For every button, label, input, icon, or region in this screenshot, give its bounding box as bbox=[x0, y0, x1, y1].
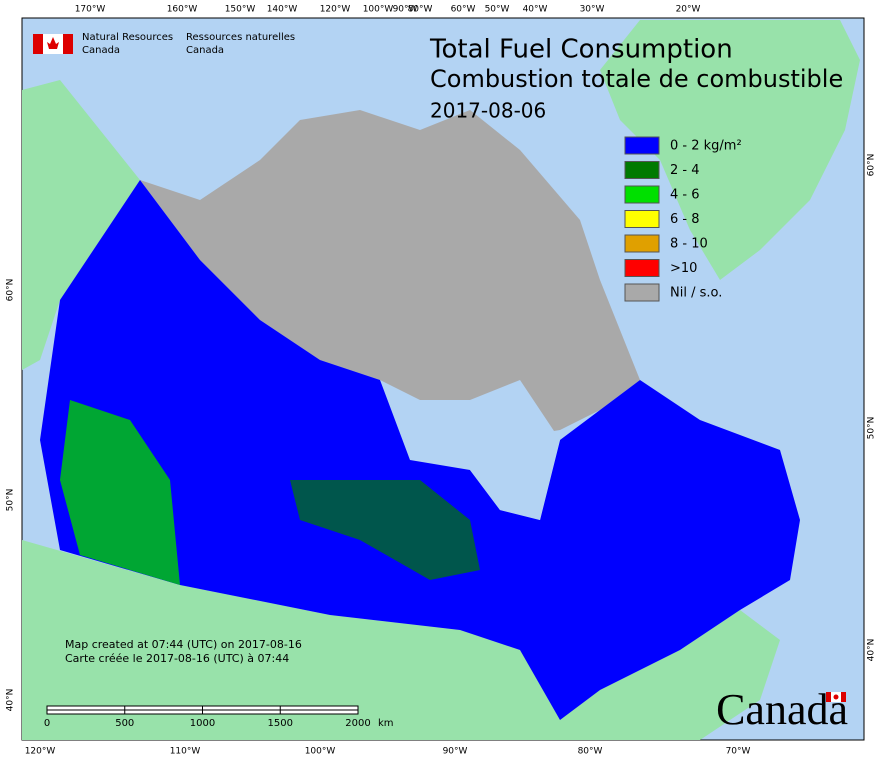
wordmark-flag bbox=[826, 692, 846, 702]
alaska bbox=[22, 80, 140, 370]
graticule-label: 120°W bbox=[320, 5, 351, 15]
legend-swatch bbox=[624, 161, 660, 179]
graticule-label: 60°W bbox=[451, 5, 476, 15]
graticule-label: 90°W bbox=[443, 747, 468, 757]
legend-swatch bbox=[624, 185, 660, 204]
hudson-bay bbox=[470, 380, 560, 520]
legend-label: 4 - 6 bbox=[670, 188, 700, 203]
title: 2017-08-06 bbox=[430, 99, 546, 123]
legend-swatch bbox=[624, 136, 660, 155]
legend-swatch bbox=[624, 234, 660, 253]
graticule-label: 120°W bbox=[25, 747, 56, 757]
graticule-label: 100°W bbox=[305, 747, 336, 757]
graticule-label: 20°W bbox=[676, 5, 701, 15]
greenland bbox=[600, 20, 860, 280]
agency-fr: Ressources naturelles bbox=[186, 32, 295, 43]
graticule-label: 70°W bbox=[726, 747, 751, 757]
graticule-label: 80°W bbox=[578, 747, 603, 757]
fuel-4-6-area bbox=[60, 400, 180, 585]
graticule-label: 170°W bbox=[75, 5, 106, 15]
title: Combustion totale de combustible bbox=[430, 65, 843, 93]
scale-unit: km bbox=[378, 718, 394, 729]
agency-en: Natural Resources bbox=[82, 32, 173, 43]
graticule-label: 60°N bbox=[867, 154, 877, 177]
scale-segment bbox=[279, 709, 359, 715]
legend-label: Nil / s.o. bbox=[670, 286, 722, 301]
scale-label: 0 bbox=[44, 718, 50, 729]
graticule-label: 50°N bbox=[6, 489, 16, 512]
legend-label: 8 - 10 bbox=[670, 237, 708, 252]
graticule-label: 140°W bbox=[267, 5, 298, 15]
graticule-label: 150°W bbox=[225, 5, 256, 15]
scale-label: 1500 bbox=[268, 718, 293, 729]
graticule-label: 100°W bbox=[363, 5, 394, 15]
arctic-nil bbox=[140, 110, 640, 440]
graticule-label: 40°N bbox=[6, 689, 16, 712]
graticule-label: 80°W bbox=[408, 5, 433, 15]
graticule-label: 160°W bbox=[167, 5, 198, 15]
scale-label: 500 bbox=[115, 718, 134, 729]
legend-swatch bbox=[624, 283, 660, 302]
legend-label: 2 - 4 bbox=[670, 163, 700, 178]
graticule-label: 50°N bbox=[867, 417, 877, 440]
graticule-label: 40°W bbox=[523, 5, 548, 15]
legend-label: 6 - 8 bbox=[670, 212, 700, 227]
legend-swatch bbox=[624, 259, 660, 277]
graticule-label: 110°W bbox=[170, 747, 201, 757]
canada-fuel bbox=[40, 180, 800, 720]
scale-label: 1000 bbox=[190, 718, 215, 729]
credit: Map created at 07:44 (UTC) on 2017-08-16 bbox=[65, 638, 302, 651]
fuel-2-4-area bbox=[290, 480, 480, 580]
scale-segment bbox=[46, 705, 126, 711]
scale-label: 2000 bbox=[345, 718, 370, 729]
title: Total Fuel Consumption bbox=[429, 35, 733, 65]
flag bbox=[33, 34, 73, 54]
graticule-label: 40°N bbox=[867, 639, 877, 662]
legend-label: >10 bbox=[670, 261, 697, 276]
scale-segment bbox=[202, 705, 281, 711]
scale-segment bbox=[124, 709, 203, 715]
graticule-label: 90°W bbox=[393, 5, 418, 15]
graticule-label: 30°W bbox=[580, 5, 605, 15]
agency-en: Canada bbox=[82, 45, 120, 56]
graticule-label: 60°N bbox=[6, 279, 16, 302]
credit: Carte créée le 2017-08-16 (UTC) à 07:44 bbox=[65, 652, 289, 665]
agency-fr: Canada bbox=[186, 45, 224, 56]
legend-label: 0 - 2 kg/m² bbox=[670, 139, 742, 154]
legend-swatch bbox=[624, 210, 660, 228]
graticule-label: 50°W bbox=[485, 5, 510, 15]
